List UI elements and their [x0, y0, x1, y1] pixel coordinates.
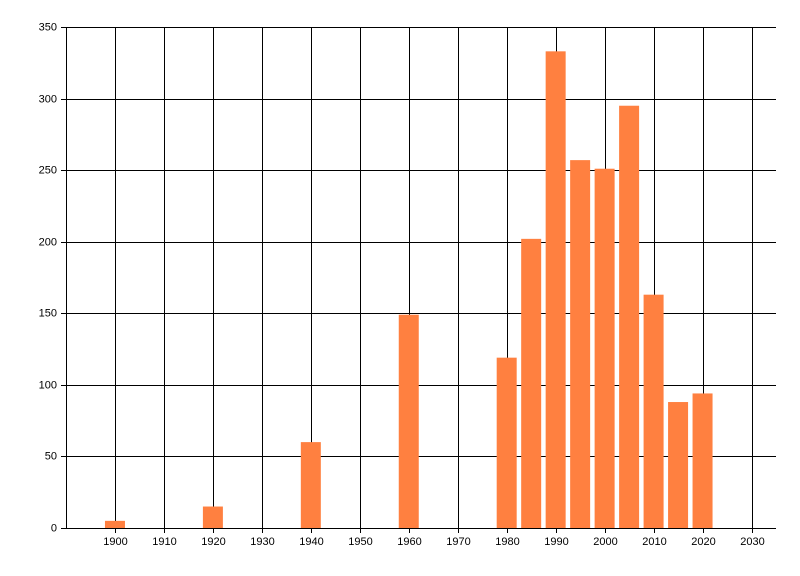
bar	[545, 51, 566, 528]
x-tick-label: 1900	[103, 536, 127, 548]
bar	[619, 105, 640, 528]
x-tick-label: 2000	[593, 536, 617, 548]
bar	[692, 393, 713, 528]
y-tick-label: 100	[39, 379, 57, 391]
bar	[398, 314, 419, 528]
x-tick-label: 1970	[446, 536, 470, 548]
x-tick-label: 1930	[250, 536, 274, 548]
bar	[570, 160, 591, 528]
y-tick-label: 50	[45, 450, 57, 462]
y-tick-label: 200	[39, 236, 57, 248]
y-tick-label: 300	[39, 93, 57, 105]
bar	[668, 402, 689, 528]
x-tick-label: 1940	[299, 536, 323, 548]
bar	[643, 294, 664, 528]
y-tick-label: 350	[39, 21, 57, 33]
x-tick-label: 1920	[201, 536, 225, 548]
bar	[104, 520, 125, 528]
bar	[202, 506, 223, 528]
y-tick-label: 150	[39, 307, 57, 319]
x-tick-label: 1960	[397, 536, 421, 548]
bar	[300, 442, 321, 528]
x-tick-label: 1990	[544, 536, 568, 548]
x-tick-label: 1950	[348, 536, 372, 548]
y-tick-label: 0	[51, 522, 57, 534]
x-tick-label: 1980	[495, 536, 519, 548]
x-tick-label: 2010	[642, 536, 666, 548]
x-tick-label: 2030	[740, 536, 764, 548]
bar	[521, 238, 542, 528]
y-tick-label: 250	[39, 164, 57, 176]
x-tick-label: 2020	[691, 536, 715, 548]
x-tick-label: 1910	[152, 536, 176, 548]
bar	[594, 168, 615, 528]
bar	[496, 357, 517, 528]
